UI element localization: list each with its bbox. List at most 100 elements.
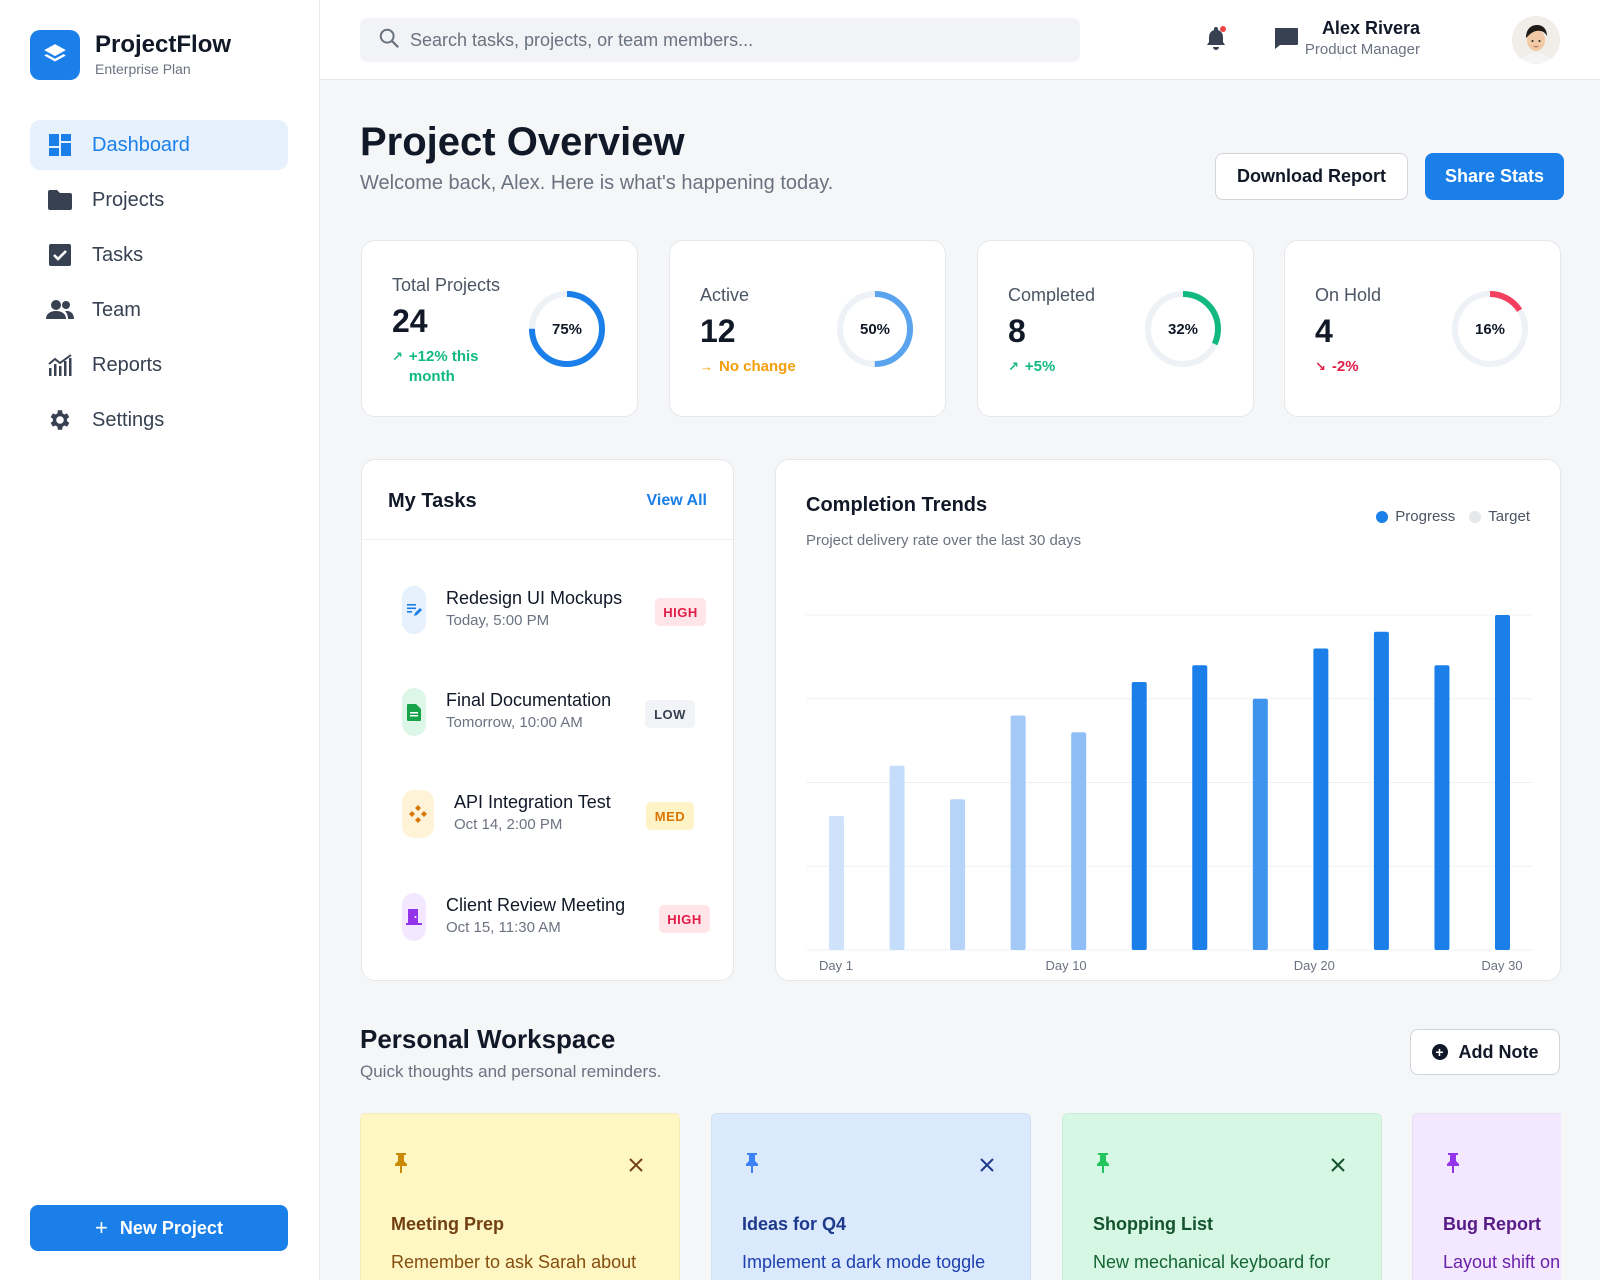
search-box[interactable] xyxy=(360,18,1080,62)
task-item[interactable]: Redesign UI Mockups Today, 5:00 PM HIGH xyxy=(402,574,706,644)
chart-bar[interactable] xyxy=(1434,665,1450,950)
chart-bar[interactable] xyxy=(1252,698,1268,950)
bar-chart: Day 1 Day 10 Day 20 Day 30 xyxy=(806,614,1532,973)
stat-card-total-projects[interactable]: Total Projects 24 ↗ +12% this month 75% xyxy=(361,240,638,417)
folder-icon xyxy=(46,186,74,214)
chart-bar[interactable] xyxy=(1192,665,1208,950)
priority-badge: MED xyxy=(646,802,694,830)
task-time: Oct 14, 2:00 PM xyxy=(454,816,563,833)
sidebar-item-projects[interactable]: Projects xyxy=(30,175,288,225)
task-time: Oct 15, 11:30 AM xyxy=(446,919,561,936)
chart-bar[interactable] xyxy=(1495,615,1510,950)
add-note-button[interactable]: + Add Note xyxy=(1410,1029,1560,1075)
download-report-button[interactable]: Download Report xyxy=(1215,153,1408,200)
sidebar-item-team[interactable]: Team xyxy=(30,285,288,335)
stat-label: Total Projects xyxy=(392,275,501,295)
share-stats-button[interactable]: Share Stats xyxy=(1425,153,1564,200)
task-title: API Integration Test xyxy=(454,792,611,812)
progress-ring: 50% xyxy=(835,289,915,369)
gear-icon xyxy=(46,406,74,434)
stat-value: 12 xyxy=(700,313,736,349)
note-card[interactable]: Meeting Prep Remember to ask Sarah about xyxy=(360,1113,680,1280)
messages-button[interactable] xyxy=(1270,24,1302,56)
progress-ring: 75% xyxy=(527,289,607,369)
note-card[interactable]: Ideas for Q4 Implement a dark mode toggl… xyxy=(711,1113,1031,1280)
panel-title: My Tasks xyxy=(388,490,477,512)
user-info[interactable]: Alex Rivera Product Manager xyxy=(1305,16,1420,60)
team-icon xyxy=(46,296,74,324)
chart-icon xyxy=(46,351,74,379)
note-card[interactable]: Shopping List New mechanical keyboard fo… xyxy=(1062,1113,1382,1280)
divider xyxy=(362,539,733,540)
progress-ring-label: 16% xyxy=(1474,320,1506,338)
progress-ring-label: 32% xyxy=(1167,320,1199,338)
stat-label: Completed xyxy=(1008,285,1096,305)
page-title: Project Overview xyxy=(360,120,685,164)
sidebar-item-tasks[interactable]: Tasks xyxy=(30,230,288,280)
bell-icon xyxy=(1202,24,1230,57)
task-title: Redesign UI Mockups xyxy=(446,588,623,608)
task-item[interactable]: Final Documentation Tomorrow, 10:00 AM L… xyxy=(402,676,706,746)
legend-dot xyxy=(1376,510,1389,523)
brand-plan: Enterprise Plan xyxy=(95,61,191,77)
x-tick-label: Day 1 xyxy=(819,958,853,973)
view-all-link[interactable]: View All xyxy=(646,492,707,509)
chart-bar[interactable] xyxy=(1373,631,1389,950)
sidebar-item-label: Tasks xyxy=(92,243,144,266)
stat-trend-text: -2% xyxy=(1331,358,1359,375)
note-title: Bug Report xyxy=(1443,1214,1541,1234)
new-project-button[interactable]: + New Project xyxy=(30,1205,288,1251)
avatar[interactable] xyxy=(1512,16,1560,64)
notifications-button[interactable] xyxy=(1200,24,1232,56)
header-divider xyxy=(1340,20,1341,60)
search-icon xyxy=(378,27,400,54)
pin-icon xyxy=(742,1152,762,1174)
note-body: New mechanical keyboard for xyxy=(1093,1252,1331,1272)
sidebar-item-reports[interactable]: Reports xyxy=(30,340,288,390)
chart-bar[interactable] xyxy=(829,816,844,950)
progress-ring-svg xyxy=(1452,291,1528,367)
brand[interactable]: ProjectFlow Enterprise Plan xyxy=(30,30,231,80)
pin-icon xyxy=(1443,1152,1463,1174)
priority-badge: HIGH xyxy=(659,905,710,933)
user-role: Product Manager xyxy=(1304,41,1420,58)
task-item[interactable]: Client Review Meeting Oct 15, 11:30 AM H… xyxy=(402,881,710,951)
pin-icon xyxy=(1093,1152,1113,1174)
stat-card-completed[interactable]: Completed 8 ↗ +5% 32% xyxy=(977,240,1254,417)
progress-ring: 32% xyxy=(1143,289,1223,369)
x-tick-label: Day 30 xyxy=(1481,958,1522,973)
search-input[interactable] xyxy=(410,29,1050,51)
brand-name: ProjectFlow xyxy=(95,31,232,58)
legend-label: Target xyxy=(1488,508,1530,525)
edit-document-icon xyxy=(402,586,426,634)
close-icon[interactable] xyxy=(1331,1158,1345,1172)
chart-bar[interactable] xyxy=(950,799,966,950)
progress-ring-arc xyxy=(529,291,605,367)
sidebar-item-settings[interactable]: Settings xyxy=(30,395,288,445)
chart-bar[interactable] xyxy=(1131,682,1147,950)
note-card[interactable]: Bug Report Layout shift on xyxy=(1412,1113,1561,1280)
stat-trend: ↗ +12% this month xyxy=(392,347,479,387)
my-tasks-panel: My Tasks View All Redesign UI Mockups To… xyxy=(361,459,734,981)
chart-bar[interactable] xyxy=(889,765,905,950)
stat-trend-text: +5% xyxy=(1024,358,1056,375)
chart-bar[interactable] xyxy=(1010,715,1026,951)
add-circle-icon: + xyxy=(1431,1044,1448,1060)
note-title: Shopping List xyxy=(1093,1214,1213,1234)
progress-ring-label: 50% xyxy=(859,320,891,338)
trend-down-icon: ↘ xyxy=(1315,359,1326,374)
progress-ring-arc xyxy=(1452,291,1528,367)
close-icon[interactable] xyxy=(629,1158,643,1172)
note-body: Remember to ask Sarah about xyxy=(391,1252,637,1272)
chart-bar[interactable] xyxy=(1071,732,1087,950)
new-project-label: New Project xyxy=(119,1217,223,1238)
chart-bar[interactable] xyxy=(1313,648,1329,951)
sidebar-item-dashboard[interactable]: Dashboard xyxy=(30,120,288,170)
close-icon[interactable] xyxy=(980,1158,994,1172)
page-subtitle: Welcome back, Alex. Here is what's happe… xyxy=(360,172,834,194)
stat-card-active[interactable]: Active 12 → No change 50% xyxy=(669,240,946,417)
stat-card-on-hold[interactable]: On Hold 4 ↘ -2% 16% xyxy=(1284,240,1561,417)
stat-label: Active xyxy=(700,285,750,305)
legend-dot xyxy=(1469,510,1482,523)
task-item[interactable]: API Integration Test Oct 14, 2:00 PM MED xyxy=(402,778,706,848)
